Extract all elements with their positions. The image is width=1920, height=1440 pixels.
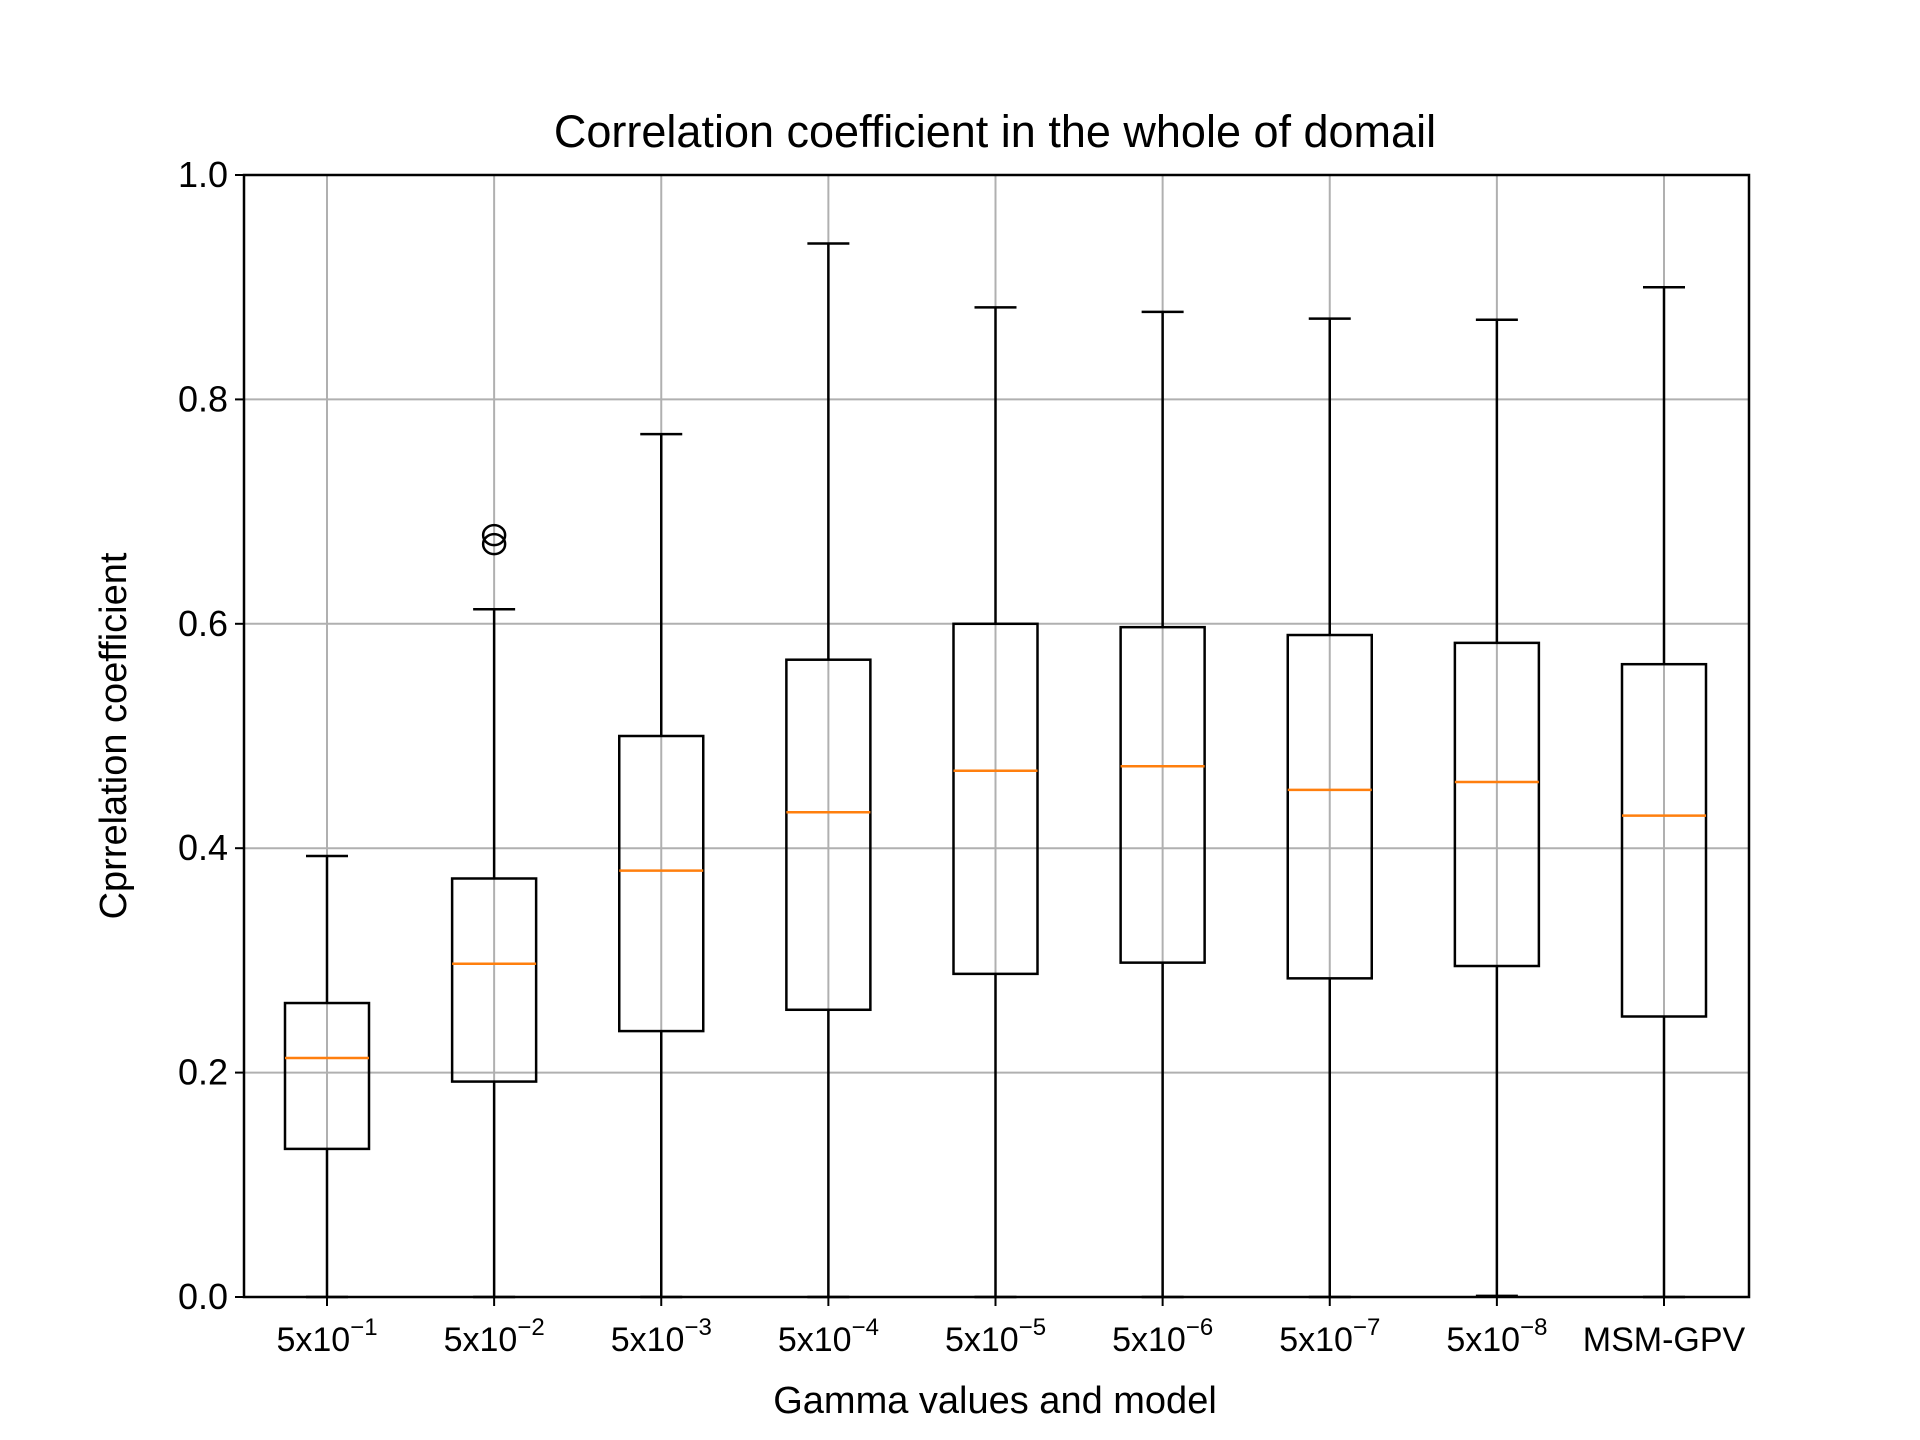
iqr-box [283, 1001, 371, 1151]
x-tick-label: 5x10−6 [1112, 1314, 1213, 1359]
y-tick-label: 0.4 [178, 827, 228, 868]
y-tick-label: 0.0 [178, 1276, 228, 1317]
iqr-box [1620, 662, 1708, 1018]
x-tick-label-exponent: −1 [350, 1314, 377, 1341]
box-group [1453, 318, 1541, 1298]
x-tick-label-exponent: −3 [684, 1314, 711, 1341]
x-tick-label-exponent: −6 [1186, 1314, 1213, 1341]
x-axis-title: Gamma values and model [773, 1380, 1217, 1422]
iqr-box [952, 622, 1039, 976]
x-tick-label-exponent: −5 [1019, 1314, 1046, 1341]
x-tick-label: 5x10−2 [444, 1314, 545, 1359]
x-tick-label-exponent: −7 [1353, 1314, 1380, 1341]
x-tick-label-base: 5x10 [778, 1321, 852, 1359]
box-group [1620, 285, 1708, 1299]
x-tick-label-exponent: −2 [517, 1314, 544, 1341]
x-tick-label-base: MSM-GPV [1583, 1321, 1746, 1359]
x-tick-label-exponent: −4 [852, 1314, 879, 1341]
iqr-box [618, 734, 705, 1033]
x-tick-label: 5x10−7 [1279, 1314, 1380, 1359]
x-tick-label-base: 5x10 [945, 1321, 1019, 1359]
x-tick-label: 5x10−5 [945, 1314, 1046, 1359]
box-series [283, 242, 1708, 1299]
box-group [1286, 317, 1373, 1299]
iqr-box [785, 658, 872, 1012]
iqr-box [1453, 641, 1541, 968]
x-axis: 5x10−1 5x10−2 5x10−3 5x10−4 5x10−5 5x10−6 5x10… [276, 1297, 1746, 1359]
x-tick-label-base: 5x10 [444, 1321, 518, 1359]
x-tick-label-exponent: −8 [1520, 1314, 1547, 1341]
iqr-box [1119, 625, 1206, 964]
x-tick-label-base: 5x10 [1446, 1321, 1520, 1359]
x-tick-label: 5x10−3 [611, 1314, 712, 1359]
box-group [1119, 310, 1206, 1299]
y-axis-title: Cprrelation coefficient [93, 552, 135, 919]
outlier-point [481, 523, 507, 547]
outlier-point [481, 532, 507, 556]
chart-title: Correlation coefficient in the whole of … [554, 106, 1436, 157]
y-tick-label: 0.2 [178, 1052, 228, 1093]
x-tick-label: 5x10−4 [778, 1314, 879, 1359]
iqr-box [450, 877, 538, 1083]
box-group [785, 242, 872, 1299]
y-axis: 0.0 0.2 0.4 0.6 0.8 1.0 [178, 154, 244, 1317]
y-tick-label: 0.8 [178, 378, 228, 419]
x-tick-label: MSM-GPV [1583, 1321, 1746, 1359]
x-tick-label: 5x10−1 [276, 1314, 377, 1359]
y-tick-label: 0.6 [178, 603, 228, 644]
x-tick-label: 5x10−8 [1446, 1314, 1547, 1359]
x-tick-label-base: 5x10 [276, 1321, 350, 1359]
x-tick-label-base: 5x10 [1279, 1321, 1353, 1359]
y-tick-label: 1.0 [178, 154, 228, 195]
iqr-box [1286, 633, 1373, 980]
x-tick-label-base: 5x10 [1112, 1321, 1186, 1359]
x-tick-label-base: 5x10 [611, 1321, 685, 1359]
